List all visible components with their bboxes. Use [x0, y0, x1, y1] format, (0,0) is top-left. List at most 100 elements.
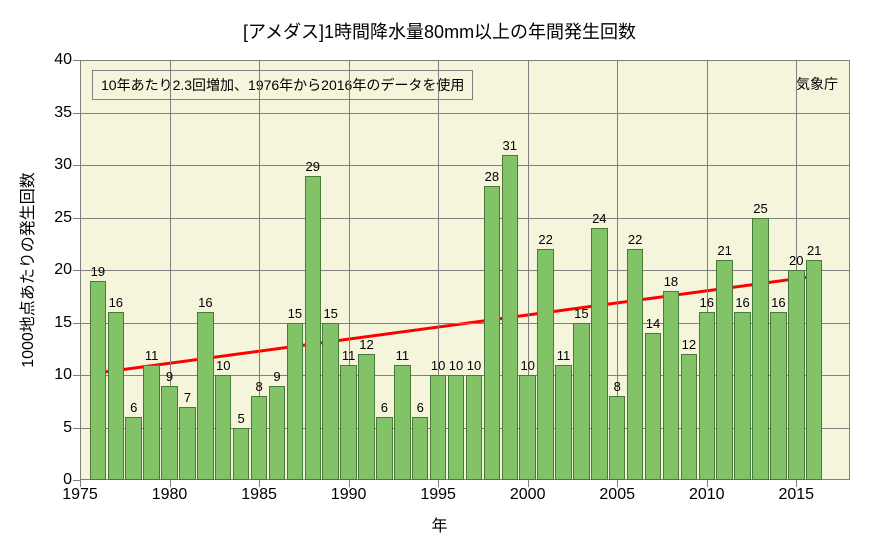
- bar-value-label: 22: [538, 232, 552, 247]
- bar-value-label: 11: [557, 348, 571, 363]
- tick-mark-y: [73, 480, 80, 481]
- bar: [573, 323, 589, 481]
- y-tick-label: 15: [54, 314, 72, 332]
- bar: [233, 428, 249, 481]
- y-tick-label: 25: [54, 209, 72, 227]
- bar-value-label: 12: [682, 337, 696, 352]
- bar: [179, 407, 195, 481]
- legend-note: 10年あたり2.3回増加、1976年から2016年のデータを使用: [92, 70, 473, 100]
- tick-mark-y: [73, 113, 80, 114]
- bar-value-label: 8: [255, 379, 262, 394]
- bar: [394, 365, 410, 481]
- bar: [591, 228, 607, 480]
- bar-value-label: 19: [91, 264, 105, 279]
- bar-value-label: 21: [807, 243, 821, 258]
- plot-area: 10年あたり2.3回増加、1976年から2016年のデータを使用 気象庁 051…: [80, 60, 850, 480]
- bar: [215, 375, 231, 480]
- bar-value-label: 14: [646, 316, 660, 331]
- y-tick-label: 5: [63, 419, 72, 437]
- bar: [125, 417, 141, 480]
- attribution: 気象庁: [796, 74, 838, 94]
- bar-value-label: 8: [614, 379, 621, 394]
- x-tick-label: 2005: [599, 486, 635, 504]
- bar-value-label: 20: [789, 253, 803, 268]
- x-tick-label: 1995: [420, 486, 456, 504]
- x-tick-label: 2015: [778, 486, 814, 504]
- bar-value-label: 21: [717, 243, 731, 258]
- bar-value-label: 25: [753, 201, 767, 216]
- bar: [788, 270, 804, 480]
- bar-value-label: 28: [485, 169, 499, 184]
- tick-mark-y: [73, 218, 80, 219]
- bar: [305, 176, 321, 481]
- bar: [645, 333, 661, 480]
- tick-mark-y: [73, 165, 80, 166]
- bar-value-label: 6: [381, 400, 388, 415]
- x-axis-label: 年: [431, 512, 447, 536]
- chart-container: [アメダス]1時間降水量80mm以上の年間発生回数 1000地点あたりの発生回数…: [0, 0, 879, 554]
- bar-value-label: 16: [198, 295, 212, 310]
- x-tick-label: 1985: [241, 486, 277, 504]
- y-tick-label: 10: [54, 366, 72, 384]
- tick-mark-y: [73, 323, 80, 324]
- bar: [555, 365, 571, 481]
- bar: [287, 323, 303, 481]
- bar: [340, 365, 356, 481]
- bar-value-label: 12: [359, 337, 373, 352]
- x-tick-label: 2000: [510, 486, 546, 504]
- bar-value-label: 10: [431, 358, 445, 373]
- bar: [358, 354, 374, 480]
- bar-value-label: 16: [735, 295, 749, 310]
- bar: [806, 260, 822, 481]
- bar-value-label: 11: [342, 348, 356, 363]
- bar-value-label: 24: [592, 211, 606, 226]
- grid-line-h: [80, 165, 850, 166]
- bar-value-label: 29: [306, 159, 320, 174]
- bar: [430, 375, 446, 480]
- bar: [663, 291, 679, 480]
- bar: [734, 312, 750, 480]
- tick-mark-y: [73, 428, 80, 429]
- bar: [269, 386, 285, 481]
- bar-value-label: 10: [216, 358, 230, 373]
- bar: [681, 354, 697, 480]
- y-tick-label: 30: [54, 156, 72, 174]
- grid-line-h: [80, 270, 850, 271]
- bar-value-label: 15: [574, 306, 588, 321]
- bar: [752, 218, 768, 481]
- bar-value-label: 15: [323, 306, 337, 321]
- tick-mark-y: [73, 375, 80, 376]
- tick-mark-y: [73, 270, 80, 271]
- bar-value-label: 11: [145, 348, 159, 363]
- bar: [251, 396, 267, 480]
- bar-value-label: 16: [700, 295, 714, 310]
- bar: [90, 281, 106, 481]
- bar: [770, 312, 786, 480]
- bar-value-label: 11: [396, 348, 410, 363]
- bar: [412, 417, 428, 480]
- x-tick-label: 1980: [152, 486, 188, 504]
- bar-value-label: 5: [238, 411, 245, 426]
- x-tick-label: 1975: [62, 486, 98, 504]
- bar: [143, 365, 159, 481]
- bar-value-label: 16: [109, 295, 123, 310]
- bar: [609, 396, 625, 480]
- bar: [699, 312, 715, 480]
- bar: [537, 249, 553, 480]
- bar-value-label: 10: [467, 358, 481, 373]
- y-tick-label: 20: [54, 261, 72, 279]
- bar: [466, 375, 482, 480]
- bar-value-label: 18: [664, 274, 678, 289]
- grid-line-h: [80, 113, 850, 114]
- grid-line-h: [80, 218, 850, 219]
- y-axis-label: 1000地点あたりの発生回数: [14, 172, 38, 368]
- x-tick-label: 2010: [689, 486, 725, 504]
- bar: [519, 375, 535, 480]
- bar: [108, 312, 124, 480]
- bar: [161, 386, 177, 481]
- x-tick-label: 1990: [331, 486, 367, 504]
- bar: [322, 323, 338, 481]
- tick-mark-y: [73, 60, 80, 61]
- bar: [502, 155, 518, 481]
- bar: [197, 312, 213, 480]
